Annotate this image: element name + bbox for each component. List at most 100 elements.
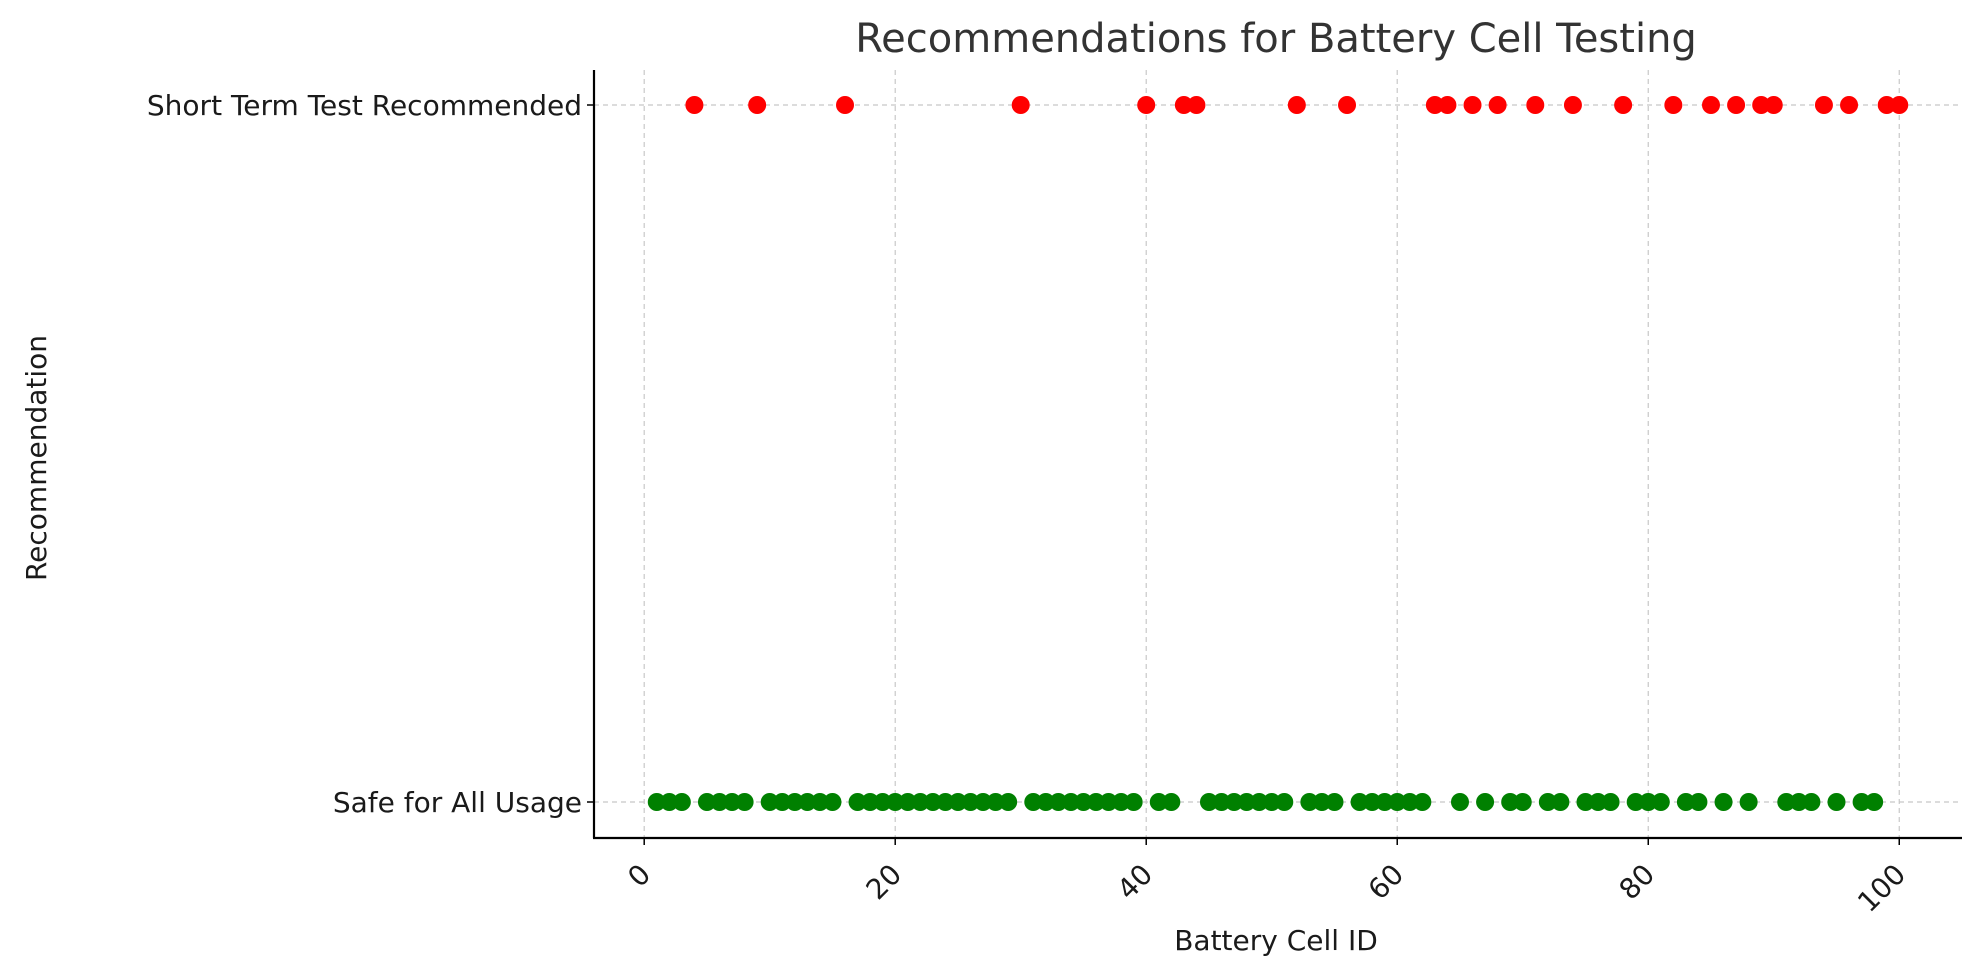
data-point — [1614, 96, 1633, 114]
data-point — [1513, 793, 1532, 811]
grid-lines — [594, 70, 1962, 838]
data-point — [1689, 793, 1708, 811]
data-point — [760, 793, 779, 811]
data-point — [1011, 96, 1030, 114]
data-point — [961, 793, 980, 811]
data-point — [1237, 793, 1256, 811]
data-point — [1727, 96, 1746, 114]
x-tick-label: 40 — [1111, 858, 1160, 907]
data-point — [1639, 793, 1658, 811]
data-point — [1049, 793, 1068, 811]
data-point — [1325, 793, 1344, 811]
data-point — [1676, 793, 1695, 811]
y-axis-label: Recommendation — [20, 335, 53, 581]
data-point — [1890, 96, 1909, 114]
data-point — [723, 793, 742, 811]
data-point — [1338, 96, 1357, 114]
data-point — [898, 793, 917, 811]
data-point — [748, 96, 767, 114]
data-point — [1149, 793, 1168, 811]
data-point — [1752, 96, 1771, 114]
data-point — [1576, 793, 1595, 811]
data-point — [1777, 793, 1796, 811]
data-point — [1312, 793, 1331, 811]
data-point — [1250, 793, 1269, 811]
data-point — [1212, 793, 1231, 811]
data-point — [1701, 96, 1720, 114]
data-point — [1400, 793, 1419, 811]
data-point — [798, 793, 817, 811]
data-points — [647, 96, 1909, 811]
data-point — [1488, 96, 1507, 114]
data-point — [1199, 793, 1218, 811]
data-point — [1563, 96, 1582, 114]
data-point — [1061, 793, 1080, 811]
data-point — [785, 793, 804, 811]
data-point — [836, 96, 855, 114]
data-point — [810, 793, 829, 811]
data-point — [1739, 793, 1758, 811]
data-point — [1538, 793, 1557, 811]
data-point — [1789, 793, 1808, 811]
data-point — [1865, 793, 1884, 811]
x-tick-label: 60 — [1362, 858, 1411, 907]
data-point — [1802, 793, 1821, 811]
data-point — [1413, 793, 1432, 811]
data-point — [1124, 793, 1143, 811]
data-point — [936, 793, 955, 811]
data-point — [873, 793, 892, 811]
data-point — [672, 793, 691, 811]
x-axis-label: Battery Cell ID — [1174, 924, 1378, 957]
data-point — [647, 793, 666, 811]
data-point — [1275, 793, 1294, 811]
chart-title: Recommendations for Battery Cell Testing — [855, 16, 1697, 62]
data-point — [1450, 793, 1469, 811]
data-point — [861, 793, 880, 811]
x-tick-label: 80 — [1613, 858, 1662, 907]
data-point — [1074, 793, 1093, 811]
data-point — [1363, 793, 1382, 811]
data-point — [685, 96, 704, 114]
data-point — [1300, 793, 1319, 811]
data-point — [1551, 793, 1570, 811]
x-tick-label: 20 — [860, 858, 909, 907]
y-tick-label: Short Term Test Recommended — [147, 89, 582, 122]
data-point — [1526, 96, 1545, 114]
data-point — [986, 793, 1005, 811]
data-point — [1287, 96, 1306, 114]
data-point — [948, 793, 967, 811]
data-point — [1814, 96, 1833, 114]
data-point — [697, 793, 716, 811]
data-point — [1350, 793, 1369, 811]
data-point — [974, 793, 993, 811]
data-point — [1852, 793, 1871, 811]
data-point — [1714, 793, 1733, 811]
data-point — [911, 793, 930, 811]
data-point — [1087, 793, 1106, 811]
data-point — [1162, 793, 1181, 811]
data-point — [1174, 96, 1193, 114]
x-tick-label: 100 — [1851, 858, 1912, 919]
data-point — [1501, 793, 1520, 811]
data-point — [1601, 793, 1620, 811]
data-point — [923, 793, 942, 811]
data-point — [1099, 793, 1118, 811]
y-tick-label: Safe for All Usage — [333, 786, 582, 819]
data-point — [1877, 96, 1896, 114]
data-point — [1827, 793, 1846, 811]
data-point — [1024, 793, 1043, 811]
data-point — [823, 793, 842, 811]
data-point — [1036, 793, 1055, 811]
data-point — [1262, 793, 1281, 811]
data-point — [710, 793, 729, 811]
data-point — [1187, 96, 1206, 114]
data-point — [1764, 96, 1783, 114]
data-point — [1375, 793, 1394, 811]
data-point — [886, 793, 905, 811]
data-point — [773, 793, 792, 811]
data-point — [1626, 793, 1645, 811]
x-tick-label: 0 — [621, 858, 657, 894]
data-point — [1112, 793, 1131, 811]
data-point — [1589, 793, 1608, 811]
